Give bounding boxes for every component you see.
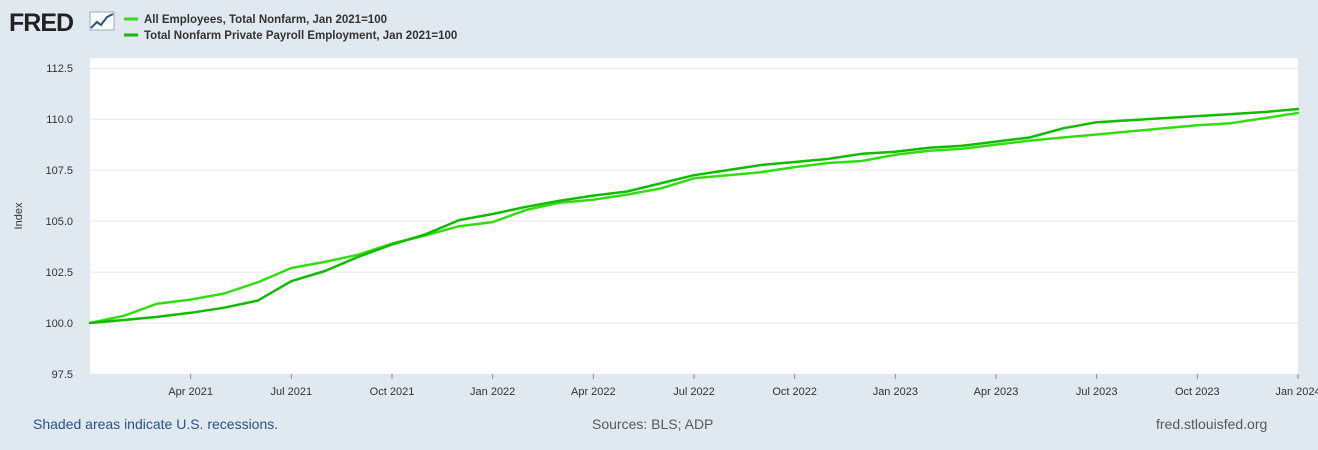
series-line-private-payroll[interactable] <box>88 107 1300 325</box>
site-url-link[interactable]: fred.stlouisfed.org <box>1156 416 1268 432</box>
x-tick-label: Jan 2024 <box>1275 386 1318 398</box>
series-line-all-employees[interactable] <box>88 111 1300 325</box>
legend-label-private-payroll: Total Nonfarm Private Payroll Employment… <box>144 30 457 42</box>
legend-item-all-employees[interactable]: All Employees, Total Nonfarm, Jan 2021=1… <box>124 14 387 26</box>
x-tick-label: Oct 2022 <box>772 386 817 398</box>
y-tick-label: 105.0 <box>45 216 73 228</box>
y-tick-label: 100.0 <box>45 318 73 330</box>
series-lines <box>88 107 1300 325</box>
y-axis-title: Index <box>13 202 25 229</box>
recession-note[interactable]: Shaded areas indicate U.S. recessions. <box>33 416 279 432</box>
sources-text: Sources: BLS; ADP <box>592 416 714 432</box>
x-tick-label: Jan 2023 <box>873 386 918 398</box>
x-tick-label: Jul 2023 <box>1076 386 1118 398</box>
x-tick-label: Jul 2021 <box>271 386 313 398</box>
legend-item-private-payroll[interactable]: Total Nonfarm Private Payroll Employment… <box>124 30 457 42</box>
x-tick-label: Apr 2023 <box>974 386 1019 398</box>
chart: FRED All Employees, Total Nonfarm, Jan 2… <box>9 9 1318 398</box>
legend: All Employees, Total Nonfarm, Jan 2021=1… <box>124 14 457 42</box>
x-tick-label: Oct 2023 <box>1175 386 1220 398</box>
y-axis: 97.5 100.0 102.5 105.0 107.5 110.0 112.5 <box>45 63 73 381</box>
y-tick-label: 102.5 <box>45 267 73 279</box>
y-tick-label: 107.5 <box>45 165 73 177</box>
x-axis: Apr 2021 Jul 2021 Oct 2021 Jan 2022 Apr 2022… <box>168 374 1318 398</box>
grid-lines <box>90 67 1298 324</box>
x-tick-label: Apr 2022 <box>571 386 616 398</box>
y-tick-label: 110.0 <box>46 114 73 126</box>
fred-chart-icon <box>89 11 115 31</box>
y-tick-label: 112.5 <box>46 63 73 75</box>
fred-logo-text: FRED <box>9 9 73 37</box>
x-tick-label: Oct 2021 <box>370 386 415 398</box>
x-tick-label: Jul 2022 <box>673 386 715 398</box>
x-tick-label: Apr 2021 <box>168 386 213 398</box>
plot-area <box>90 58 1298 374</box>
y-tick-label: 97.5 <box>52 369 73 381</box>
legend-label-all-employees: All Employees, Total Nonfarm, Jan 2021=1… <box>144 14 387 26</box>
x-tick-label: Jan 2022 <box>470 386 515 398</box>
fred-logo[interactable]: FRED <box>9 9 115 37</box>
